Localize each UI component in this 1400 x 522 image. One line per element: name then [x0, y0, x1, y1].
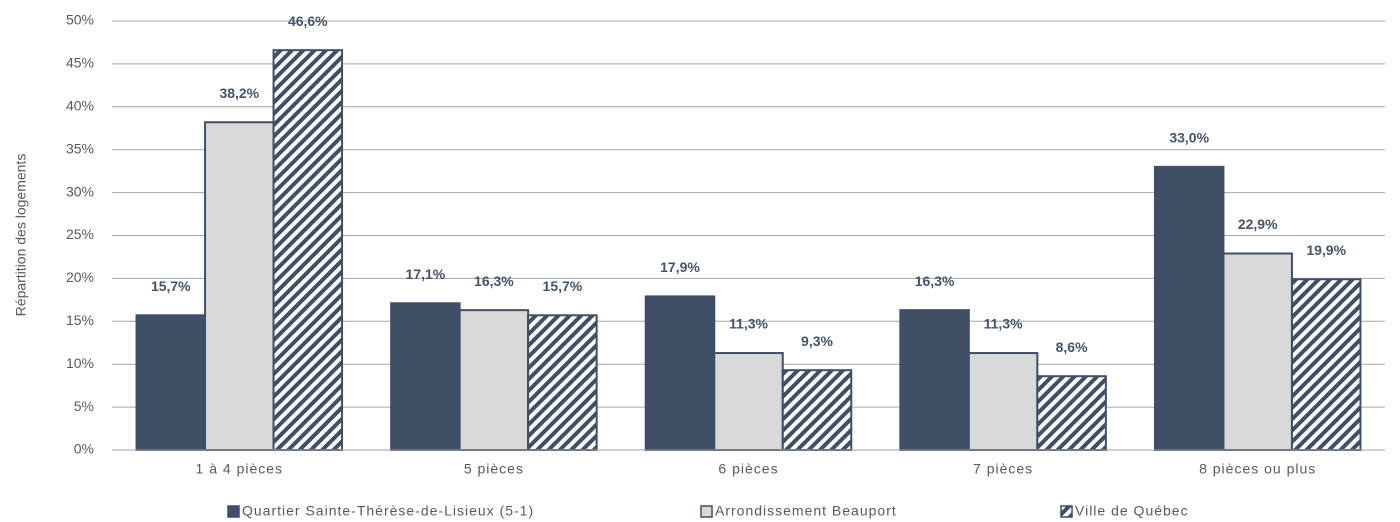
bar: [967, 352, 1039, 451]
y-tick-label: 10%: [66, 355, 94, 371]
x-tick-label: 7 pièces: [973, 461, 1033, 477]
bar: [1290, 278, 1362, 451]
y-tick-label: 40%: [66, 98, 94, 114]
data-label: 11,3%: [729, 316, 768, 332]
x-tick-label: 6 pièces: [718, 461, 778, 477]
data-label: 17,1%: [406, 266, 446, 282]
bar: [1153, 165, 1225, 452]
bar: [644, 295, 716, 451]
data-label: 38,2%: [219, 85, 259, 101]
x-tick-label: 8 pièces ou plus: [1199, 461, 1316, 477]
bar: [899, 309, 970, 451]
data-label: 19,9%: [1306, 242, 1346, 258]
data-label: 17,9%: [660, 259, 700, 275]
data-label: 46,6%: [288, 13, 328, 29]
x-tick-label: 1 à 4 pièces: [196, 461, 284, 477]
legend-swatch: [1060, 505, 1073, 518]
y-tick-label: 35%: [66, 140, 94, 156]
y-tick-label: 30%: [66, 183, 94, 199]
legend-swatch: [227, 505, 240, 518]
bar: [713, 352, 784, 451]
y-tick-label: 25%: [66, 226, 94, 242]
legend-label: Arrondissement Beauport: [715, 503, 897, 519]
data-label: 22,9%: [1238, 216, 1278, 232]
data-label: 16,3%: [915, 273, 955, 289]
data-label: 11,3%: [984, 316, 1023, 332]
y-tick-label: 50%: [66, 12, 94, 28]
legend-label: Quartier Sainte-Thérèse-de-Lisieux (5-1): [242, 503, 534, 519]
bar: [204, 121, 275, 452]
legend-swatch: [700, 505, 713, 518]
data-label: 15,7%: [151, 278, 191, 294]
bar: [1036, 375, 1107, 452]
y-tick-label: 15%: [66, 312, 94, 328]
data-label: 8,6%: [1056, 339, 1088, 355]
bar: [135, 314, 207, 451]
x-tick-label: 5 pièces: [464, 461, 524, 477]
y-axis-label: Répartition des logements: [13, 154, 29, 317]
bar: [1222, 252, 1293, 451]
y-tick-label: 5%: [74, 398, 94, 414]
data-label: 9,3%: [801, 333, 833, 349]
bar: [390, 302, 461, 452]
legend-label: Ville de Québec: [1075, 503, 1189, 519]
bar: [272, 49, 344, 452]
data-label: 16,3%: [474, 273, 514, 289]
y-tick-label: 0%: [74, 441, 94, 457]
data-label: 33,0%: [1169, 130, 1209, 146]
bar: [458, 309, 530, 451]
bar: [781, 369, 853, 451]
y-tick-label: 20%: [66, 269, 94, 285]
y-tick-label: 45%: [66, 55, 94, 71]
bar: [527, 314, 598, 451]
data-label: 15,7%: [543, 278, 583, 294]
